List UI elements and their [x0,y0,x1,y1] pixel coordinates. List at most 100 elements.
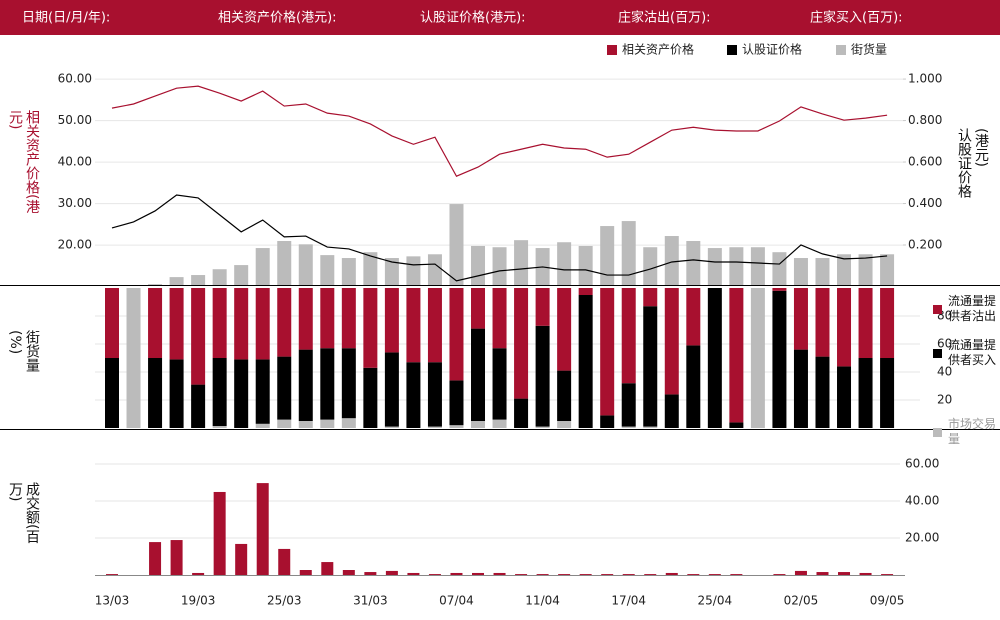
stack-segment [707,288,722,428]
stack-segment [384,288,399,353]
stack-segment [772,288,787,291]
stock-bar [600,226,615,285]
stack-segment [535,426,550,428]
stack-segment [557,288,572,371]
stack-segment [427,362,442,427]
stack-segment [750,288,765,428]
turnover-bar [730,574,743,575]
stock-bar [255,248,270,285]
stack-segment [384,352,399,427]
stack-segment [449,425,464,428]
stack-segment [514,288,529,399]
legend-swatch [607,45,617,55]
stack-segment [729,422,744,428]
stock-bar [341,258,356,285]
stack-segment [255,288,270,360]
stack-segment [105,288,119,358]
stock-bar [643,247,658,285]
stack-segment [212,426,227,428]
stack-segment [148,288,163,358]
stock-bar [578,245,593,285]
stack-segment [406,288,421,363]
stock-bar [514,240,529,285]
stack-segment [341,418,356,428]
stack-segment [557,370,572,421]
stock-bar [320,255,335,285]
stack-segment [686,345,701,428]
stack-segment [514,398,529,428]
x-tick-label: 13/03 [95,594,130,608]
turnover-bar [364,572,377,575]
stack-segment [621,288,636,384]
stack-segment [105,358,119,428]
turnover-bar [299,570,312,575]
turnover-bar [687,574,700,575]
stack-segment [729,288,744,423]
x-tick-label: 25/04 [698,594,733,608]
stack-segment [772,290,787,428]
y-axis-label: 相关资产价格(港元) [7,110,40,214]
turnover-bar [321,562,334,575]
stack-segment [277,419,292,428]
turnover-bar [493,572,506,575]
stock-bar [837,254,852,285]
turnover-bar [149,542,162,575]
stock-bar [471,245,486,285]
stack-segment [858,358,873,428]
stack-segment [169,288,184,360]
stack-segment [578,288,593,295]
stack-segment [255,359,270,424]
y-tick-label: 60 [937,337,952,351]
turnover-bar [536,574,549,575]
stack-segment [341,348,356,419]
stack-segment [471,288,486,329]
turnover-bar [342,570,355,575]
legend-swatch [836,45,846,55]
y-axis-label: 成交额(百万) [7,482,40,544]
y2-tick-label: 0.600 [908,155,942,169]
legend-label: 流通量提供者沽出 [948,294,997,323]
legend-label: 流通量提供者买入 [948,338,997,367]
stock-bar [858,254,873,285]
stock-bar [449,204,464,285]
stack-segment [191,384,206,428]
stack-segment [148,358,163,428]
turnover-bar [235,543,248,575]
turnover-bar [515,574,528,575]
stock-bar [729,247,744,285]
turnover-bar [816,572,829,575]
stock-bar [492,247,507,285]
stack-segment [449,288,464,381]
stack-segment [557,421,572,428]
y-tick-label: 20.00 [905,531,939,545]
stock-bar [880,254,895,285]
stack-segment [298,421,313,428]
stock-bar [363,252,378,285]
stack-segment [277,288,292,357]
stack-segment [255,423,270,428]
stock-bar [750,247,765,285]
stack-segment [793,349,808,428]
turnover-bar [708,574,721,575]
stock-bar [686,240,701,285]
stack-segment [298,349,313,421]
y-tick-label: 40.00 [58,155,92,169]
turnover-bar [644,574,657,575]
stack-segment [621,426,636,428]
turnover-bar [601,574,614,575]
stock-bar [664,236,679,285]
y-tick-label: 50.00 [58,113,92,127]
y2-tick-label: 0.800 [908,113,942,127]
stack-segment [406,362,421,428]
stack-segment [837,288,852,367]
price-line [111,194,888,282]
x-tick-label: 19/03 [181,594,216,608]
stack-segment [621,383,636,427]
turnover-bar [859,572,872,575]
x-tick-label: 25/03 [267,594,302,608]
stack-segment [815,288,830,357]
turnover-bar [428,574,441,575]
turnover-bar [622,574,635,575]
y-tick-label: 20 [937,393,952,407]
y-tick-label: 30.00 [58,196,92,210]
